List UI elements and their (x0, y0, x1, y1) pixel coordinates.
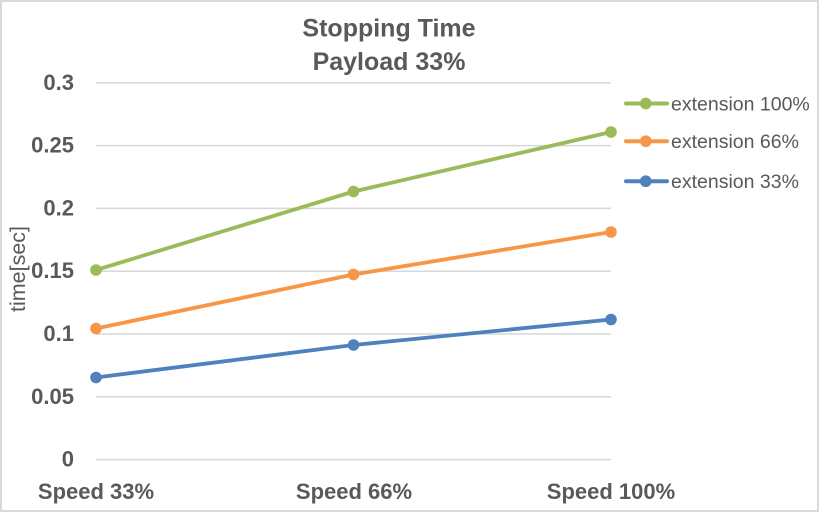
svg-text:0.05: 0.05 (31, 384, 74, 409)
svg-text:Payload 33%: Payload 33% (313, 48, 466, 76)
svg-text:0.1: 0.1 (43, 321, 74, 346)
svg-text:0.3: 0.3 (43, 70, 74, 95)
svg-text:extension 66%: extension 66% (671, 131, 799, 153)
svg-text:Speed 33%: Speed 33% (38, 479, 154, 504)
svg-text:0: 0 (62, 447, 74, 472)
svg-text:0.15: 0.15 (31, 258, 74, 283)
svg-text:extension 100%: extension 100% (671, 93, 810, 115)
svg-text:Speed 66%: Speed 66% (296, 479, 412, 504)
svg-text:time[sec]: time[sec] (6, 226, 30, 312)
svg-text:Speed 100%: Speed 100% (547, 479, 675, 504)
svg-text:0.25: 0.25 (31, 133, 74, 158)
svg-text:extension 33%: extension 33% (671, 171, 799, 193)
svg-text:Stopping Time: Stopping Time (302, 15, 475, 43)
svg-text:0.2: 0.2 (43, 195, 74, 220)
